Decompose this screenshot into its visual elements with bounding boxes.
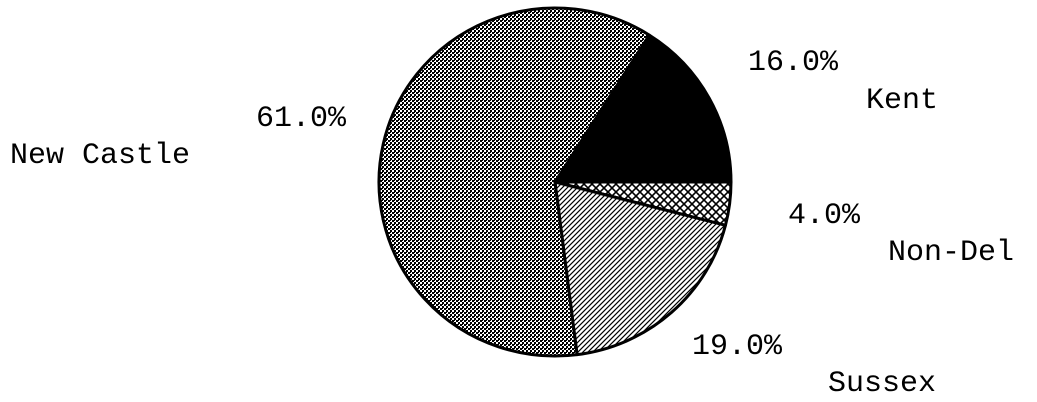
value-label: 4.0% bbox=[788, 199, 861, 233]
value-label: 61.0% bbox=[256, 102, 347, 136]
category-label: New Castle bbox=[10, 139, 190, 173]
value-label: 16.0% bbox=[748, 46, 839, 80]
pie-slice bbox=[377, 6, 651, 358]
category-label: Kent bbox=[866, 84, 938, 118]
pie-slice bbox=[553, 33, 733, 184]
category-label: Sussex bbox=[828, 367, 936, 401]
category-label: Non-Del bbox=[888, 236, 1014, 270]
pie-slice bbox=[553, 180, 727, 357]
value-label: 19.0% bbox=[692, 330, 783, 364]
